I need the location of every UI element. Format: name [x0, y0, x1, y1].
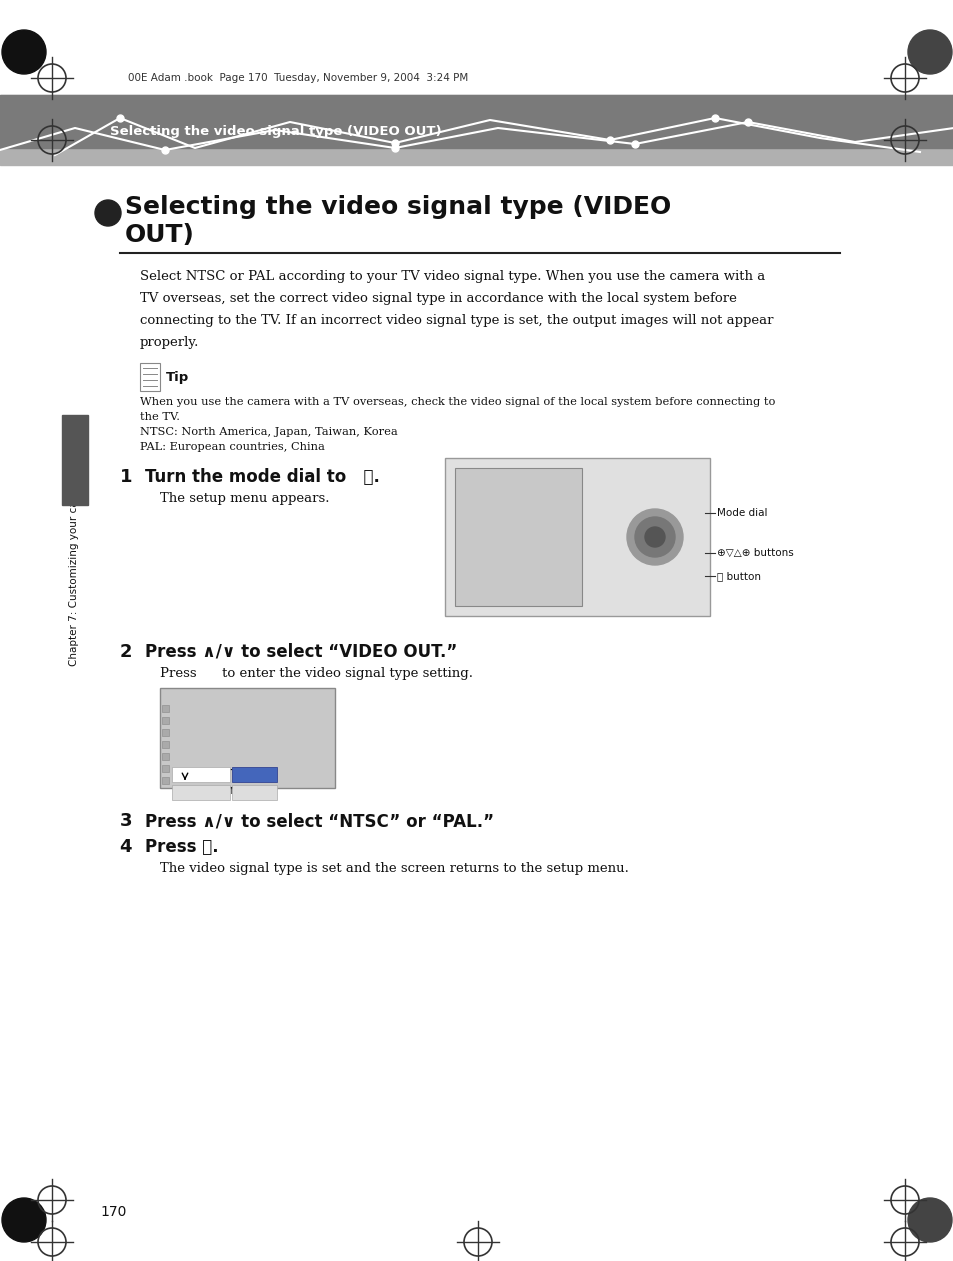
Text: ⓞ button: ⓞ button: [717, 571, 760, 581]
Text: 1: 1: [119, 468, 132, 485]
Text: 170: 170: [100, 1206, 126, 1219]
Text: Chapter 7: Customizing your camera: Chapter 7: Customizing your camera: [69, 474, 79, 666]
Text: TV overseas, set the correct video signal type in accordance with the local syst: TV overseas, set the correct video signa…: [140, 293, 736, 305]
Bar: [140, 363, 160, 391]
Text: Tip: Tip: [166, 371, 189, 383]
Circle shape: [626, 509, 682, 565]
Bar: [172, 767, 230, 782]
Text: The setup menu appears.: The setup menu appears.: [160, 492, 329, 504]
Bar: [162, 741, 169, 748]
Text: 00E Adam .book  Page 170  Tuesday, November 9, 2004  3:24 PM: 00E Adam .book Page 170 Tuesday, Novembe…: [128, 73, 468, 83]
Text: OUT): OUT): [125, 223, 194, 247]
Text: Press ∧/∨ to select “NTSC” or “PAL.”: Press ∧/∨ to select “NTSC” or “PAL.”: [145, 812, 494, 830]
Circle shape: [95, 200, 121, 226]
Text: Turn the mode dial to   ⯈.: Turn the mode dial to ⯈.: [145, 468, 379, 485]
Bar: [172, 786, 230, 799]
Text: 4: 4: [119, 839, 132, 856]
Bar: [160, 689, 335, 788]
Bar: [162, 705, 169, 712]
Bar: [162, 753, 169, 760]
Text: Press      to enter the video signal type setting.: Press to enter the video signal type set…: [160, 667, 473, 680]
Circle shape: [2, 1198, 46, 1242]
Bar: [62, 415, 88, 504]
Text: The video signal type is set and the screen returns to the setup menu.: The video signal type is set and the scr…: [160, 863, 628, 875]
Text: When you use the camera with a TV overseas, check the video signal of the local : When you use the camera with a TV overse…: [140, 397, 775, 407]
Bar: [162, 729, 169, 736]
Bar: [0, 95, 953, 165]
Bar: [444, 458, 709, 617]
Bar: [162, 718, 169, 724]
Bar: [0, 95, 953, 148]
Text: NTSC: NTSC: [239, 769, 268, 778]
Text: connecting to the TV. If an incorrect video signal type is set, the output image: connecting to the TV. If an incorrect vi…: [140, 314, 773, 327]
Text: MODE RESET: MODE RESET: [172, 788, 234, 797]
Text: the TV.: the TV.: [140, 412, 180, 422]
Bar: [162, 777, 169, 784]
Bar: [232, 767, 276, 782]
Text: Press ⓞ.: Press ⓞ.: [145, 839, 218, 856]
Circle shape: [644, 527, 664, 547]
Circle shape: [635, 517, 675, 557]
Text: Mode dial: Mode dial: [717, 508, 767, 518]
Circle shape: [907, 30, 951, 74]
Text: ⊕▽△⊕ buttons: ⊕▽△⊕ buttons: [717, 549, 793, 559]
Bar: [455, 468, 581, 607]
Text: NTSC: North America, Japan, Taiwan, Korea: NTSC: North America, Japan, Taiwan, Kore…: [140, 427, 397, 438]
Text: Press ∧/∨ to select “VIDEO OUT.”: Press ∧/∨ to select “VIDEO OUT.”: [145, 643, 456, 661]
Text: Selecting the video signal type (VIDEO: Selecting the video signal type (VIDEO: [125, 195, 671, 219]
Text: properly.: properly.: [140, 335, 199, 349]
Text: Select NTSC or PAL according to your TV video signal type. When you use the came: Select NTSC or PAL according to your TV …: [140, 270, 764, 282]
Text: PAL: PAL: [245, 788, 262, 797]
Text: VIDEO OUT: VIDEO OUT: [172, 769, 232, 778]
Circle shape: [2, 30, 46, 74]
Text: PAL: European countries, China: PAL: European countries, China: [140, 443, 325, 451]
Text: Selecting the video signal type (VIDEO OUT): Selecting the video signal type (VIDEO O…: [110, 126, 441, 139]
Text: 3: 3: [119, 812, 132, 830]
Bar: [162, 765, 169, 772]
Bar: [232, 786, 276, 799]
Circle shape: [907, 1198, 951, 1242]
Text: 2: 2: [119, 643, 132, 661]
